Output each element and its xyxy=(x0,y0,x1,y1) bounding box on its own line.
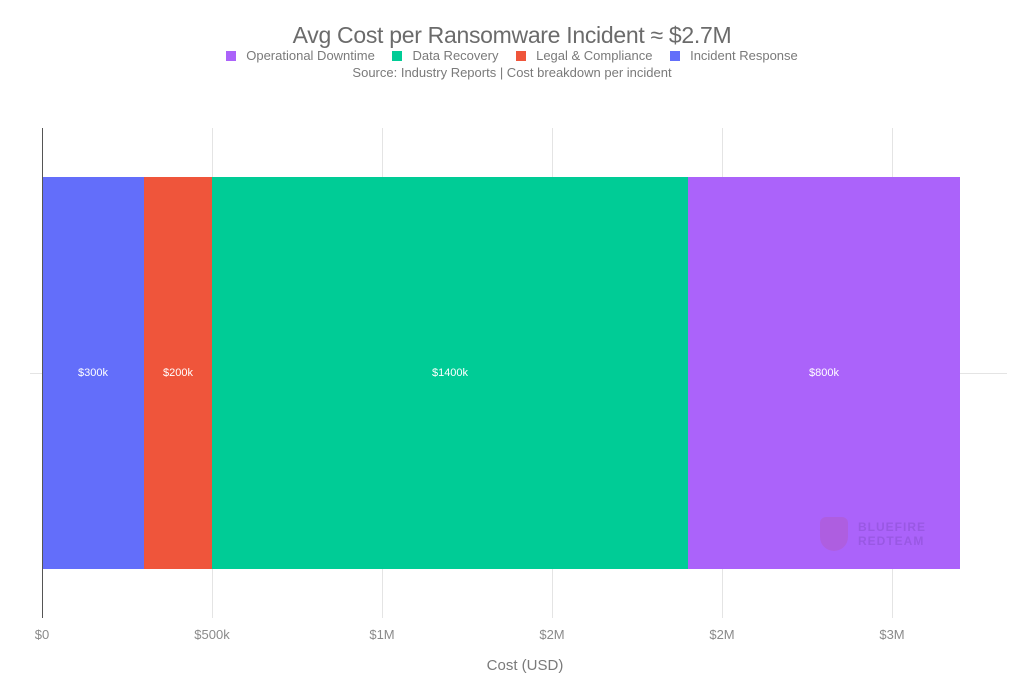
bar-value-label: $1400k xyxy=(431,367,469,379)
legend-swatch-icon xyxy=(670,51,681,61)
bar-operational-downtime[interactable]: $800k xyxy=(688,177,960,569)
bar-legal-compliance[interactable]: $200k xyxy=(144,177,212,569)
shield-icon xyxy=(820,517,848,551)
watermark-text: BLUEFIRE xyxy=(858,520,926,534)
bar-value-label: $300k xyxy=(78,367,108,379)
x-tick-label: $0 xyxy=(34,627,50,642)
chart-title: Avg Cost per Ransomware Incident ≈ $2.7M xyxy=(292,22,732,48)
gridline-horizontal xyxy=(960,373,1007,374)
x-tick-label: $1M xyxy=(369,627,395,642)
x-axis-title: Cost (USD) xyxy=(486,657,564,674)
gridline-horizontal xyxy=(30,373,42,374)
legend-swatch-icon xyxy=(226,51,237,61)
legend-item-legal-compliance[interactable]: Legal & Compliance xyxy=(516,48,652,63)
bar-value-label: $200k xyxy=(163,367,193,379)
legend-swatch-icon xyxy=(392,51,403,61)
x-tick-label: $2M xyxy=(539,627,565,642)
legend-swatch-icon xyxy=(516,51,527,61)
watermark-logo: BLUEFIRE REDTEAM xyxy=(820,512,940,556)
legend-item-data-recovery[interactable]: Data Recovery xyxy=(392,48,498,63)
x-tick-label: $500k xyxy=(194,627,230,642)
x-tick-label: $3M xyxy=(879,627,905,642)
x-tick-label: $2M xyxy=(709,627,735,642)
legend-item-incident-response[interactable]: Incident Response xyxy=(670,48,798,63)
legend-item-operational-downtime[interactable]: Operational Downtime xyxy=(226,48,375,63)
y-axis-line xyxy=(42,128,43,618)
legend: Operational Downtime Data Recovery Legal… xyxy=(0,48,1024,63)
chart-subtitle: Source: Industry Reports | Cost breakdow… xyxy=(352,65,672,80)
watermark-text: REDTEAM xyxy=(858,534,925,548)
bar-value-label: $800k xyxy=(809,367,839,379)
bar-data-recovery[interactable]: $1400k xyxy=(212,177,688,569)
bar-incident-response[interactable]: $300k xyxy=(42,177,144,569)
